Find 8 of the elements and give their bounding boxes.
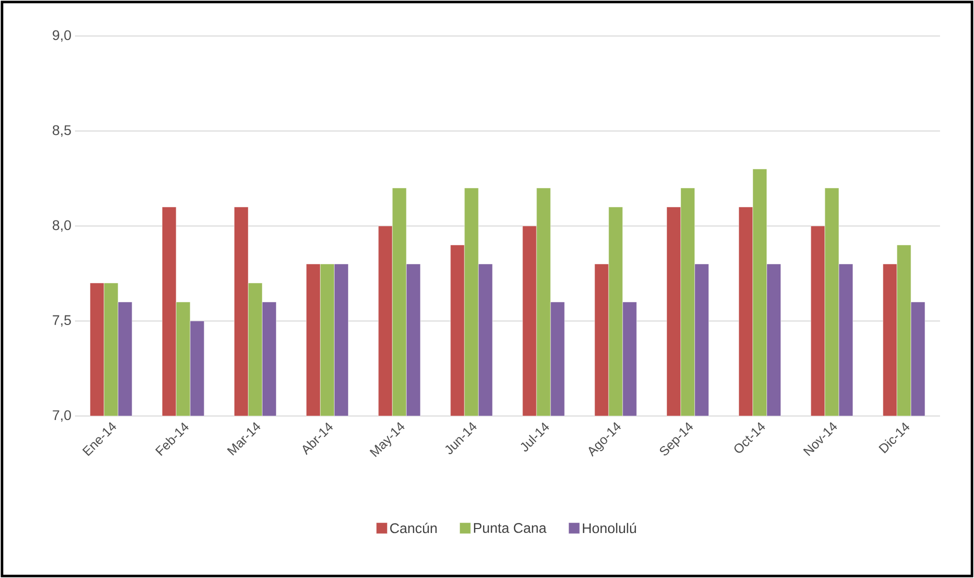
y-tick-label: 7,5	[52, 315, 71, 327]
y-tick-label: 7,0	[52, 410, 71, 422]
y-tick-label: 8,5	[52, 125, 71, 137]
legend-label: Punta Cana	[474, 523, 546, 533]
legend-label: Cancún	[390, 522, 437, 534]
y-tick-label: 8,0	[52, 220, 71, 232]
legend-label: Honolulú	[582, 522, 636, 534]
y-tick-label: 9,0	[52, 30, 71, 42]
